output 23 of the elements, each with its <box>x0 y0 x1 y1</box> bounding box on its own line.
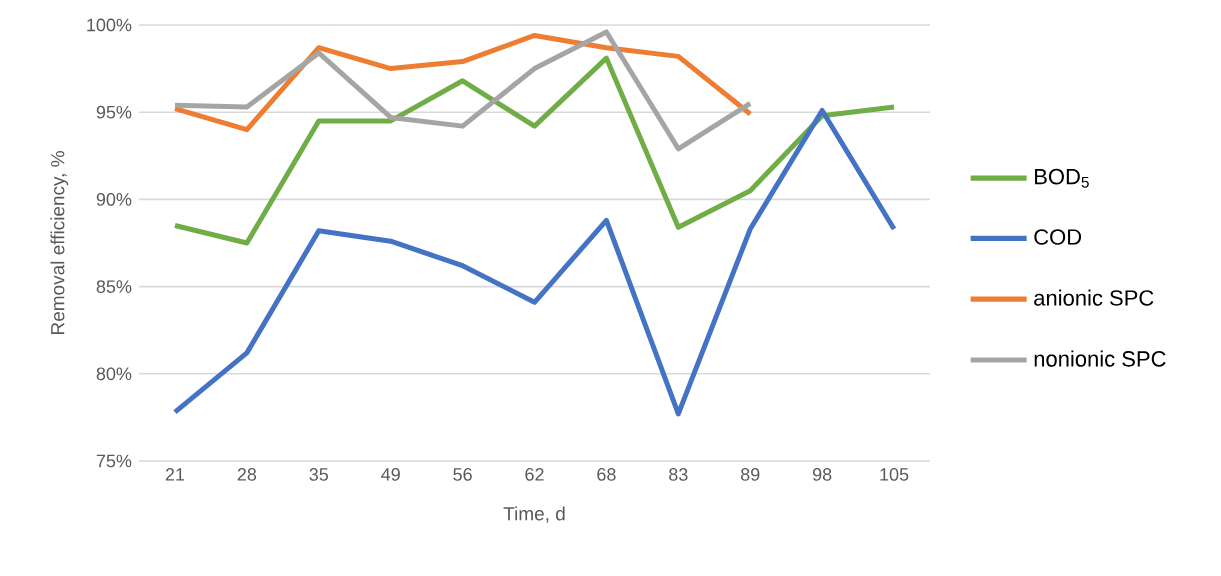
y-tick-label: 95% <box>96 105 132 119</box>
y-axis-title: Removal efficiency, % <box>50 151 69 334</box>
y-tick-label: 100% <box>87 18 132 32</box>
legend-label: nonionic SPC <box>1034 350 1166 367</box>
x-tick-label: 98 <box>812 468 832 481</box>
x-tick-label: 89 <box>741 468 760 481</box>
x-tick-label: 68 <box>597 468 616 481</box>
y-tick-label: 80% <box>96 367 132 381</box>
legend-label: BOD$_{5}$ <box>1035 168 1089 188</box>
y-tick-label: 90% <box>96 193 132 206</box>
x-tick-label: 83 <box>669 468 688 481</box>
y-tick-label: 75% <box>96 454 132 468</box>
x-tick-label: 49 <box>381 468 400 481</box>
x-tick-label: 28 <box>237 468 257 481</box>
x-axis-title: Time, d <box>503 506 565 523</box>
y-tick-label: 85% <box>96 280 132 293</box>
x-tick-label: 62 <box>525 468 544 481</box>
legend-label: anionic SPC <box>1034 289 1154 306</box>
x-tick-label: 35 <box>309 468 329 481</box>
x-tick-label: 105 <box>880 468 909 481</box>
x-tick-label: 56 <box>453 468 472 481</box>
x-tick-label: 21 <box>165 468 185 481</box>
legend-label: COD <box>1034 229 1082 245</box>
